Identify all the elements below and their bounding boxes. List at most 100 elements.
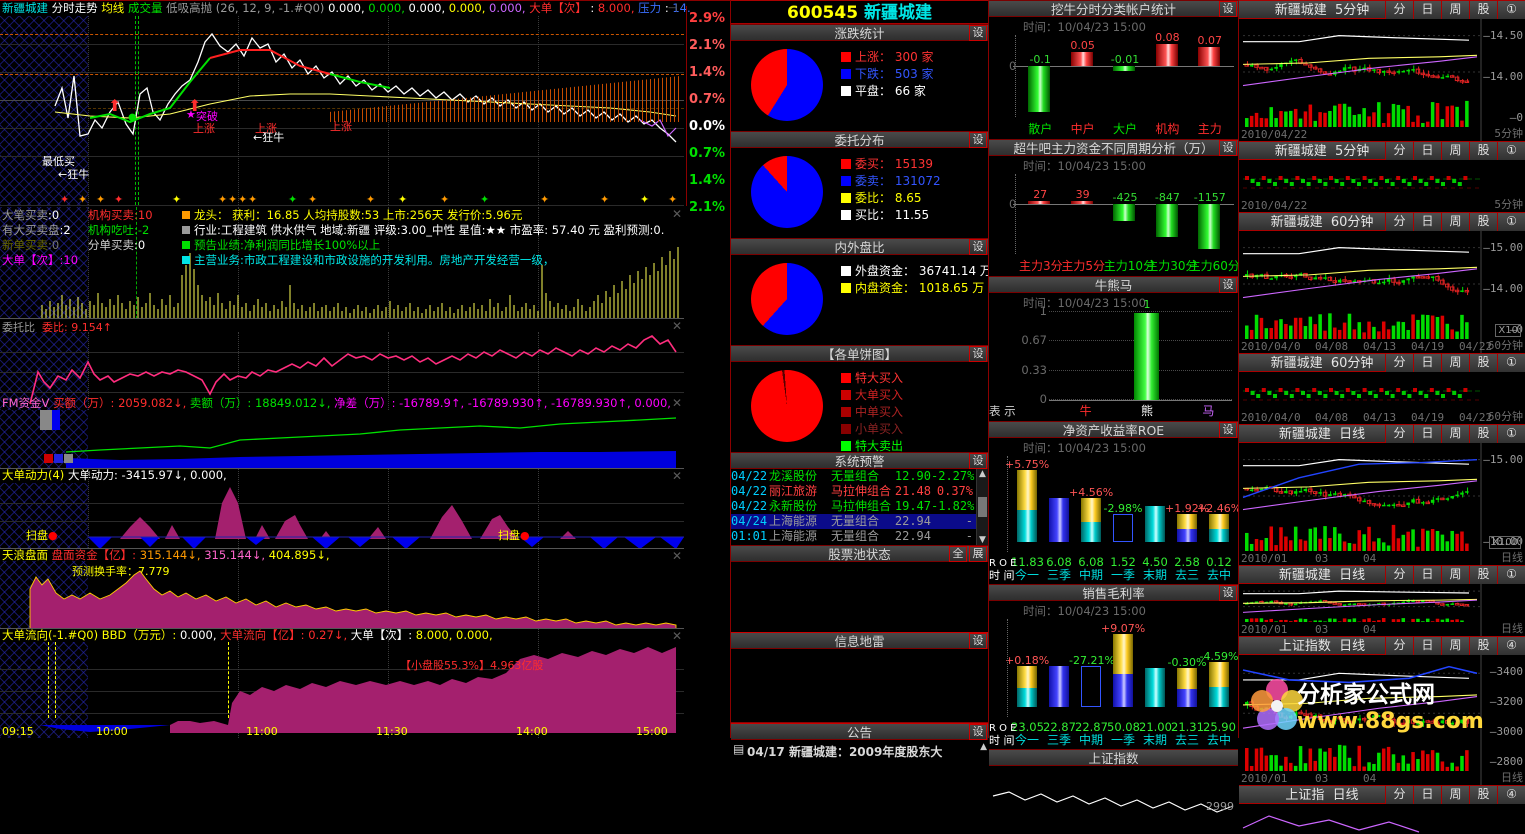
kline-btn-stock[interactable]: 股	[1469, 213, 1497, 232]
alerts-scrollbar[interactable]: ▲ ▼	[976, 469, 988, 545]
section-settings-button[interactable]: 设	[969, 132, 987, 148]
kline-btn-minute[interactable]: 分	[1385, 566, 1413, 585]
index-mini-chart[interactable]: 2999	[989, 766, 1238, 830]
kline-body[interactable]	[1239, 804, 1525, 834]
close-icon[interactable]: ✕	[672, 469, 682, 483]
close-icon[interactable]: ✕	[672, 549, 682, 563]
scrollbar-thumb[interactable]	[978, 497, 987, 517]
section-title: 【各单饼图】	[822, 347, 897, 362]
kline-btn-stock[interactable]: 股	[1469, 786, 1497, 805]
kline-btn-day[interactable]: 日	[1413, 142, 1441, 161]
pool-expand-button[interactable]: 展	[969, 546, 987, 562]
pool-body[interactable]	[731, 562, 988, 632]
section-settings-button[interactable]: 设	[969, 346, 987, 362]
scroll-up-icon[interactable]: ▲	[980, 742, 987, 752]
kline-btn-day[interactable]: 日	[1413, 354, 1441, 373]
kline-badge[interactable]: ①	[1497, 354, 1525, 373]
kline-btn-day[interactable]: 日	[1413, 637, 1441, 656]
kline-title: 新疆城建 60分钟	[1239, 354, 1405, 373]
kline-btn-stock[interactable]: 股	[1469, 354, 1497, 373]
kline-btn-minute[interactable]: 分	[1385, 786, 1413, 805]
kline-badge[interactable]: ①	[1497, 213, 1525, 232]
kline-btn-week[interactable]: 周	[1441, 142, 1469, 161]
volume-multiplier: X100	[1489, 536, 1521, 549]
kline-btn-week[interactable]: 周	[1441, 354, 1469, 373]
kline-btn-minute[interactable]: 分	[1385, 1, 1413, 20]
kline-btn-day[interactable]: 日	[1413, 425, 1441, 444]
kline-btn-minute[interactable]: 分	[1385, 142, 1413, 161]
kline-btn-minute[interactable]: 分	[1385, 213, 1413, 232]
chart-settings-button[interactable]: 设	[1219, 277, 1237, 293]
scroll-down-icon[interactable]: ▼	[977, 535, 988, 545]
section-settings-button[interactable]: 设	[969, 239, 987, 255]
kline-title: 新疆城建 60分钟	[1239, 213, 1405, 232]
kline-badge[interactable]: ④	[1497, 786, 1525, 805]
kline-btn-week[interactable]: 周	[1441, 786, 1469, 805]
close-icon[interactable]: ⊣	[668, 1, 678, 15]
chart-settings-button[interactable]: 设	[1219, 585, 1237, 601]
kline-btn-week[interactable]: 周	[1441, 1, 1469, 20]
kline-btn-week[interactable]: 周	[1441, 566, 1469, 585]
stock-title[interactable]: 600545 新疆城建	[731, 0, 988, 24]
fm-capital-chart[interactable]: FM资金V 买额（万）: 2059.082↓, 卖额（万）: 18849.012…	[0, 332, 684, 410]
scroll-up-icon[interactable]: ▲	[977, 469, 988, 479]
pool-all-button[interactable]: 全	[949, 546, 967, 562]
kline-btn-stock[interactable]: 股	[1469, 142, 1497, 161]
kline-btn-week[interactable]: 周	[1441, 425, 1469, 444]
notice-body[interactable]: ▤ 04/17 新疆城建：2009年度股东大 ▲	[731, 740, 988, 760]
kline-badge[interactable]: ①	[1497, 142, 1525, 161]
kline-badge[interactable]: ④	[1497, 637, 1525, 656]
kline-btn-stock[interactable]: 股	[1469, 425, 1497, 444]
close-icon[interactable]: ✕	[672, 629, 682, 643]
tianlang-panel-chart[interactable]: 天浪盘面 盘面资金【亿】: 315.144↓, 315.144↓, 404.89…	[0, 548, 684, 628]
alerts-settings-button[interactable]: 设	[969, 453, 987, 469]
kline-badge[interactable]: ①	[1497, 566, 1525, 585]
kline-badge[interactable]: ①	[1497, 425, 1525, 444]
dadan-power-chart[interactable]: 大单动力(4) 大单动力: -3415.97↓, 0.000, 扫盘● 扫盘● …	[0, 468, 684, 548]
chart-settings-button[interactable]: 设	[1219, 422, 1237, 438]
mine-body[interactable]	[731, 649, 988, 723]
kline-btn-minute[interactable]: 分	[1385, 354, 1413, 373]
kline-btn-day[interactable]: 日	[1413, 213, 1441, 232]
kline-btn-week[interactable]: 周	[1441, 213, 1469, 232]
kline-btn-day[interactable]: 日	[1413, 566, 1441, 585]
section-settings-button[interactable]: 设	[969, 25, 987, 41]
intraday-price-chart[interactable]: ⬆ ⬆ ● ★ 突破 上涨 上涨 上涨 ←狂牛 最低买 ←狂牛 ✦ ✦ ✦ ✦ …	[0, 16, 684, 206]
dadan-flow-chart[interactable]: 大单流向(-1.#Q0) BBD（万元）: 0.000, 大单流向【亿】: 0.…	[0, 628, 684, 738]
kline-btn-stock[interactable]: 股	[1469, 637, 1497, 656]
blue-area-chart[interactable]	[0, 410, 684, 468]
close-icon[interactable]: ✕	[672, 319, 682, 333]
kline-btn-minute[interactable]: 分	[1385, 425, 1413, 444]
mine-settings-button[interactable]: 设	[969, 633, 987, 649]
chart-settings-button[interactable]: 设	[1219, 1, 1237, 17]
close-icon[interactable]: ✕	[672, 396, 682, 410]
kline-btn-minute[interactable]: 分	[1385, 637, 1413, 656]
kline-btn-day[interactable]: 日	[1413, 786, 1441, 805]
kline-badge[interactable]: ①	[1497, 1, 1525, 20]
notice-text[interactable]: 04/17 新疆城建：2009年度股东大	[747, 743, 942, 760]
kline-btn-stock[interactable]: 股	[1469, 566, 1497, 585]
chart-settings-button[interactable]: 设	[1219, 140, 1237, 156]
kline-btn-week[interactable]: 周	[1441, 637, 1469, 656]
kline-btn-day[interactable]: 日	[1413, 1, 1441, 20]
kline-btn-stock[interactable]: 股	[1469, 1, 1497, 20]
close-icon[interactable]: ✕	[672, 207, 682, 221]
